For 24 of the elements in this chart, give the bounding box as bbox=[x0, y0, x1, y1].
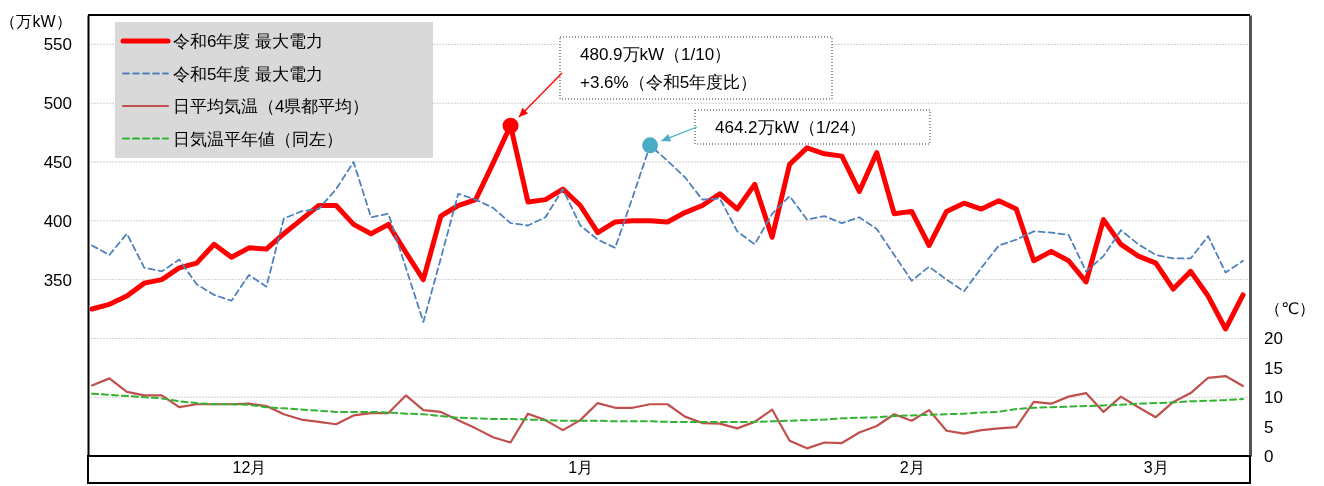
x-tick-label: 1月 bbox=[568, 459, 594, 477]
y-tick-label: 550 bbox=[43, 35, 72, 55]
y2-axis-title: （℃） bbox=[1265, 300, 1315, 317]
x-tick-label: 2月 bbox=[899, 459, 925, 477]
y-axis-title: （万kW） bbox=[0, 13, 72, 30]
line-series bbox=[91, 392, 1244, 423]
line-series bbox=[90, 374, 1245, 450]
legend-label: 日気温平年値（同左） bbox=[173, 129, 343, 149]
y-tick-label: 500 bbox=[43, 94, 72, 114]
y-tick-label: 450 bbox=[43, 152, 72, 172]
y2-tick-label: 20 bbox=[1264, 329, 1283, 349]
y2-tick-label: 15 bbox=[1264, 358, 1283, 378]
annotation: 480.9万kW（1/10） +3.6%（令和5年度比） bbox=[580, 45, 758, 92]
y2-tick-label: 0 bbox=[1264, 446, 1274, 466]
y2-tick-label: 10 bbox=[1264, 388, 1283, 408]
legend-label: 令和6年度 最大電力 bbox=[173, 32, 324, 51]
annotation: 464.2万kW（1/24） bbox=[715, 118, 867, 137]
x-tick-label: 12月 bbox=[232, 459, 267, 477]
legend-label: 日平均気温（4県都平均） bbox=[173, 97, 370, 116]
legend-label: 令和5年度 最大電力 bbox=[173, 64, 324, 84]
y-tick-label: 350 bbox=[43, 270, 72, 290]
y2-tick-label: 5 bbox=[1264, 417, 1274, 437]
x-tick-label: 3月 bbox=[1143, 459, 1169, 477]
y-tick-label: 400 bbox=[43, 211, 72, 231]
